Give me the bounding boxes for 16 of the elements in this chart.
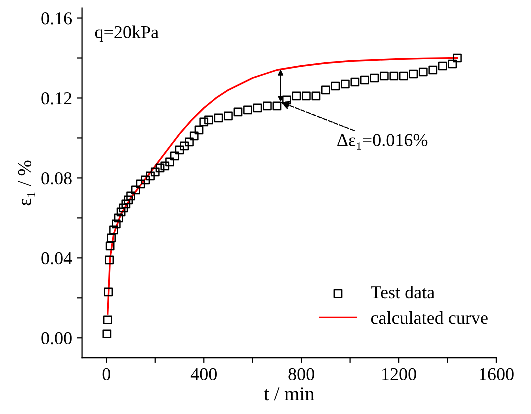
- x-axis-title: t / min: [264, 388, 314, 401]
- y-tick-label: 0.16: [42, 12, 72, 25]
- x-tick-label: 800: [288, 368, 314, 381]
- legend-label: calculated curve: [371, 311, 488, 324]
- x-tick-label: 1600: [480, 368, 514, 381]
- y-tick-label: 0.08: [42, 172, 72, 185]
- y-axis-title: ε₁ / %: [18, 160, 36, 206]
- annotation: Δε₁=0.016%: [338, 134, 428, 150]
- x-tick-label: 1200: [382, 368, 416, 381]
- legend-label: Test data: [371, 286, 435, 299]
- x-tick-label: 400: [190, 368, 217, 381]
- x-tick-label: 0: [102, 368, 110, 381]
- y-tick-label: 0.00: [42, 332, 72, 345]
- y-tick-label: 0.04: [42, 252, 72, 265]
- annotation: q=20kPa: [95, 26, 159, 42]
- y-tick-label: 0.12: [42, 92, 72, 105]
